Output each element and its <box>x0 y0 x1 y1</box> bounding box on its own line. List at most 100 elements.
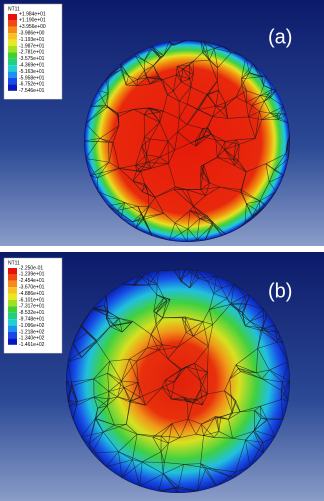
mesh-edge <box>168 423 173 444</box>
mesh-edge <box>200 372 208 390</box>
mesh-edge <box>202 128 212 135</box>
mesh-edge <box>147 194 150 207</box>
mesh-edge <box>270 89 273 98</box>
mesh-edge <box>152 436 169 444</box>
mesh-edge <box>241 85 247 103</box>
mesh-edge <box>262 442 265 454</box>
mesh-edge <box>109 396 118 400</box>
mesh-edge <box>238 218 254 229</box>
mesh-edge <box>150 323 157 335</box>
mesh-edge <box>168 222 176 241</box>
mesh-edge <box>189 210 208 217</box>
mesh-edge <box>160 451 165 463</box>
legend-swatch <box>8 71 17 78</box>
mesh-edge <box>121 55 136 67</box>
mesh-edge <box>106 391 110 406</box>
mesh-edge <box>148 284 157 296</box>
mesh-edge <box>105 295 109 313</box>
mesh-edge <box>186 109 199 125</box>
mesh-edge <box>265 163 270 183</box>
mesh-edge <box>174 222 188 242</box>
mesh-edge <box>249 321 264 329</box>
mesh-edge <box>276 113 288 116</box>
mesh-edge <box>161 435 180 438</box>
mesh-edge <box>182 317 204 322</box>
mesh-edge <box>224 378 231 391</box>
mesh-edge <box>213 293 228 299</box>
legend-swatch <box>8 319 17 326</box>
mesh-edge <box>187 399 197 402</box>
mesh-edge <box>195 133 212 142</box>
mesh-edge <box>141 183 146 192</box>
mesh-edge <box>85 104 106 124</box>
mesh-edge <box>162 74 177 81</box>
mesh-edge <box>194 346 209 364</box>
mesh-edge <box>148 205 164 214</box>
mesh-edge <box>240 405 261 413</box>
mesh-edge <box>194 363 208 373</box>
mesh-edge <box>117 109 134 114</box>
mesh-edge <box>193 195 206 207</box>
mesh-edge <box>213 287 222 294</box>
mesh-edge <box>104 305 107 316</box>
mesh-edge <box>123 387 131 403</box>
mesh-edge <box>246 203 260 213</box>
mesh-edge <box>132 171 141 182</box>
mesh-edge <box>288 123 290 137</box>
mesh-edge <box>104 295 107 306</box>
legend-swatch <box>8 280 17 288</box>
mesh-edge <box>200 463 217 487</box>
mesh-edge <box>144 70 146 75</box>
mesh-edge <box>106 315 111 327</box>
mesh-edge <box>285 153 289 159</box>
mesh-edge <box>267 89 273 95</box>
mesh-edge <box>228 419 233 439</box>
mesh-edge <box>257 341 278 349</box>
mesh-edge <box>132 216 144 223</box>
mesh-edge <box>270 97 284 107</box>
mesh-edge <box>106 396 118 406</box>
mesh-edge <box>235 90 247 98</box>
mesh-edge <box>265 153 286 164</box>
mesh-edge <box>266 419 276 438</box>
mesh-edge <box>99 125 120 139</box>
mesh-edge <box>144 74 151 85</box>
mesh-edge <box>110 318 120 327</box>
mesh-edge <box>133 275 140 285</box>
mesh-edge <box>167 141 175 151</box>
mesh-edge <box>261 369 270 380</box>
legends: NT11+1.984e+01+1.190e+01+3.956e+00-3.986… <box>3 3 63 354</box>
mesh-edge <box>66 380 69 401</box>
mesh-edge <box>212 107 225 117</box>
mesh-edge <box>261 115 277 121</box>
mesh-edge <box>245 439 263 443</box>
legend-value: +3.956e+00 <box>19 24 46 30</box>
mesh-edge <box>108 387 125 392</box>
mesh-edge <box>126 84 137 86</box>
mesh-edge <box>263 101 271 114</box>
mesh-edge <box>276 115 289 124</box>
mesh-edge <box>229 364 237 379</box>
mesh-edge <box>246 203 254 219</box>
mesh-edge <box>206 94 217 107</box>
mesh-edge <box>132 170 137 182</box>
mesh-edge <box>143 216 153 237</box>
mesh-edge <box>121 275 140 285</box>
mesh-edge <box>118 451 133 460</box>
mesh-edge <box>67 361 72 383</box>
mesh-edge <box>225 96 237 104</box>
mesh-edge <box>182 68 194 75</box>
mesh-edge <box>246 200 260 204</box>
mesh-edge <box>143 212 164 218</box>
mesh-edge <box>189 278 199 289</box>
mesh-edge <box>235 466 251 473</box>
mesh-edge <box>92 308 109 313</box>
mesh-edge <box>240 371 257 373</box>
mesh-edge <box>174 142 191 151</box>
mesh-edge <box>120 53 136 64</box>
mesh-edge <box>171 423 181 438</box>
mesh-edge <box>245 440 251 467</box>
mesh-edge <box>135 145 143 166</box>
mesh-edge <box>241 63 254 79</box>
mesh-edge <box>234 165 247 173</box>
